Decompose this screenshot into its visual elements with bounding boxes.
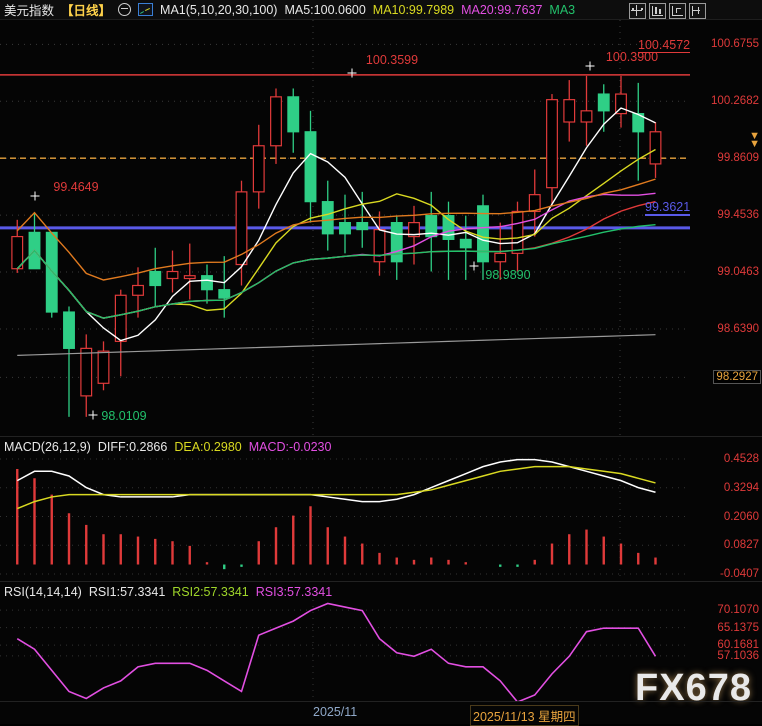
bar-chart-tool-icon[interactable] bbox=[649, 3, 666, 19]
rsi-tick: 60.1681 bbox=[717, 639, 759, 652]
ma-params-label: MA1(5,10,20,30,100) bbox=[160, 2, 278, 17]
rsi-plot bbox=[0, 600, 690, 703]
date-label-left: 2025/11 bbox=[313, 705, 358, 719]
measure-tool-icon[interactable] bbox=[669, 3, 686, 19]
ma10-value: MA10:99.7989 bbox=[372, 2, 455, 17]
instrument-name: 美元指数 bbox=[4, 4, 55, 18]
chart-toolbar bbox=[629, 3, 706, 19]
price-tick: 100.2682 bbox=[711, 95, 759, 108]
macd-axis: 0.4528 0.3294 0.2060 0.0827 -0.0407 bbox=[690, 453, 762, 580]
macd-tick: 0.0827 bbox=[723, 539, 759, 552]
rsi-title: RSI(14,14,14) bbox=[4, 585, 82, 599]
rsi-tick: 57.1036 bbox=[717, 649, 759, 662]
marker-cross-1 bbox=[30, 191, 40, 201]
rsi-header: RSI(14,14,14) RSI1:57.3341 RSI2:57.3341 … bbox=[0, 582, 762, 602]
rsi-tick: 70.1070 bbox=[717, 604, 759, 617]
rsi-chart-panel[interactable] bbox=[0, 600, 690, 703]
macd-dea-value: DEA:0.2980 bbox=[174, 440, 242, 454]
crosshair-tool-icon[interactable] bbox=[629, 3, 646, 19]
macd-chart-panel[interactable] bbox=[0, 455, 690, 580]
macd-macd-value: MACD:-0.0230 bbox=[248, 440, 332, 454]
macd-plot bbox=[0, 455, 690, 580]
price-tick: 98.2927 bbox=[713, 370, 761, 385]
annotation-low-98-0109: 98.0109 bbox=[101, 409, 147, 423]
macd-tick: 0.4528 bbox=[723, 453, 759, 465]
marker-cross-4 bbox=[469, 261, 479, 271]
circle-minus-icon[interactable] bbox=[118, 3, 132, 16]
resistance-line-label: 100.4572 bbox=[638, 38, 691, 53]
shift-right-tool-icon[interactable] bbox=[689, 3, 706, 19]
annotation-high-100-3900: 100.3900 bbox=[605, 50, 659, 64]
marker-cross-5 bbox=[585, 61, 595, 71]
macd-header: MACD(26,12,9) DIFF:0.2866 DEA:0.2980 MAC… bbox=[0, 437, 762, 457]
rsi-tick: 65.1375 bbox=[717, 621, 759, 634]
rsi3-value: RSI3:57.3341 bbox=[255, 585, 333, 599]
price-tick: 100.6755 bbox=[711, 38, 759, 51]
marker-cross-3 bbox=[347, 68, 357, 78]
macd-tick: 0.2060 bbox=[723, 510, 759, 523]
ma20-value: MA20:99.7637 bbox=[461, 2, 543, 17]
rsi2-value: RSI2:57.3341 bbox=[172, 585, 249, 599]
price-tick: 99.4536 bbox=[717, 209, 759, 222]
candlestick-plot bbox=[0, 20, 690, 435]
date-axis: 2025/11 2025/11/13 星期四 bbox=[0, 701, 762, 726]
chart-line-icon[interactable] bbox=[138, 3, 154, 16]
ma3-value: MA3 bbox=[549, 2, 576, 17]
macd-tick: 0.3294 bbox=[723, 481, 759, 494]
macd-tick: -0.0407 bbox=[719, 568, 759, 580]
timeframe-label: 【日线】 bbox=[61, 4, 112, 18]
rsi1-value: RSI1:57.3341 bbox=[88, 585, 166, 599]
annotation-high-100-3599: 100.3599 bbox=[365, 53, 419, 67]
ma5-value: MA5:100.0600 bbox=[284, 2, 366, 17]
price-tick: 99.0463 bbox=[717, 266, 759, 279]
annotation-high-99-4649: 99.4649 bbox=[53, 180, 99, 194]
macd-diff-value: DIFF:0.2866 bbox=[97, 440, 168, 454]
price-tick: 99.8609 bbox=[717, 152, 759, 165]
price-chart-panel[interactable] bbox=[0, 20, 690, 435]
annotation-low-98-9890: 98.9890 bbox=[485, 268, 531, 282]
watermark: FX678 bbox=[635, 667, 752, 709]
main-chart-header: 美元指数 【日线】 MA1(5,10,20,30,100) MA5:100.06… bbox=[0, 0, 762, 20]
price-tick: 98.6390 bbox=[717, 322, 759, 335]
price-axis: 100.6755 100.2682 99.8609 99.4536 99.0463 98.… bbox=[690, 20, 762, 435]
marker-cross-2 bbox=[88, 410, 98, 420]
rsi-axis: 70.1070 65.1375 60.1681 57.1036 bbox=[690, 600, 762, 702]
macd-title: MACD(26,12,9) bbox=[4, 440, 91, 454]
support-line-label: 99.3621 bbox=[645, 200, 691, 216]
date-label-right: 2025/11/13 星期四 bbox=[470, 705, 579, 726]
price-marker-arrow: ▼ ▼ bbox=[749, 130, 760, 150]
